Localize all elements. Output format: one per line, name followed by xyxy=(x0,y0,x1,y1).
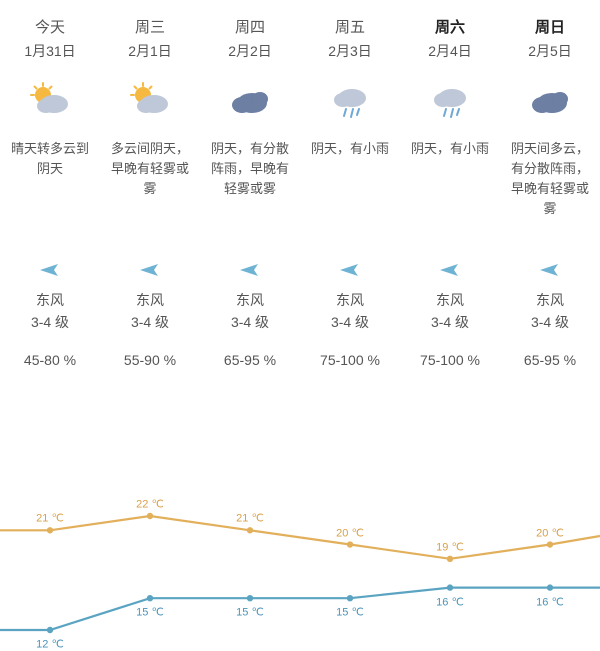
wind-level: 3-4 级 xyxy=(131,312,169,332)
wind-arrow-icon xyxy=(238,261,262,284)
wind-arrow-icon xyxy=(438,261,462,284)
wind-level: 3-4 级 xyxy=(531,312,569,332)
wind-level: 3-4 级 xyxy=(331,312,369,332)
weather-desc: 阴天间多云，有分散阵雨，早晚有轻雾或雾 xyxy=(504,139,596,251)
day-name: 今天 xyxy=(35,16,65,37)
day-name: 周六 xyxy=(435,16,465,37)
wind-level: 3-4 级 xyxy=(431,312,469,332)
weather-icon xyxy=(526,81,574,121)
wind-level: 3-4 级 xyxy=(231,312,269,332)
low-temp-label: 15 ℃ xyxy=(336,606,364,619)
weather-desc: 阴天，有小雨 xyxy=(308,139,392,251)
day-name: 周五 xyxy=(335,16,365,37)
weather-icon xyxy=(326,81,374,121)
humidity: 65-95 % xyxy=(524,352,576,368)
forecast-grid: 今天 1月31日 晴天转多云到阴天 东风 3-4 级 45-80 % 周三 2月… xyxy=(0,0,600,500)
high-temp-label: 21 ℃ xyxy=(36,512,64,525)
weather-desc: 晴天转多云到阴天 xyxy=(4,139,96,251)
weather-desc: 阴天，有小雨 xyxy=(408,139,492,251)
wind-level: 3-4 级 xyxy=(31,312,69,332)
humidity: 65-95 % xyxy=(224,352,276,368)
wind-arrow-icon xyxy=(338,261,362,284)
high-temp-label: 22 ℃ xyxy=(136,498,164,511)
day-date: 2月3日 xyxy=(328,41,372,61)
wind-direction: 东风 xyxy=(536,290,564,310)
high-temp-label: 20 ℃ xyxy=(536,526,564,539)
weather-icon xyxy=(426,81,474,121)
wind-direction: 东风 xyxy=(136,290,164,310)
wind-direction: 东风 xyxy=(236,290,264,310)
day-date: 2月2日 xyxy=(228,41,272,61)
day-column[interactable]: 今天 1月31日 晴天转多云到阴天 东风 3-4 级 45-80 % xyxy=(0,0,100,500)
weather-icon xyxy=(226,81,274,121)
weather-icon xyxy=(26,81,74,121)
wind-arrow-icon xyxy=(538,261,562,284)
wind-arrow-icon xyxy=(138,261,162,284)
high-temp-label: 19 ℃ xyxy=(436,540,464,553)
weather-desc: 多云间阴天，早晚有轻雾或雾 xyxy=(104,139,196,251)
day-column[interactable]: 周三 2月1日 多云间阴天，早晚有轻雾或雾 东风 3-4 级 55-90 % xyxy=(100,0,200,500)
day-date: 2月1日 xyxy=(128,41,172,61)
day-date: 2月5日 xyxy=(528,41,572,61)
temperature-chart: 21 ℃12 ℃22 ℃15 ℃21 ℃15 ℃20 ℃15 ℃19 ℃16 ℃… xyxy=(0,500,600,640)
wind-arrow-icon xyxy=(38,261,62,284)
day-name: 周日 xyxy=(535,16,565,37)
low-temp-label: 12 ℃ xyxy=(36,638,64,651)
humidity: 45-80 % xyxy=(24,352,76,368)
high-temp-label: 20 ℃ xyxy=(336,526,364,539)
humidity: 55-90 % xyxy=(124,352,176,368)
low-temp-label: 16 ℃ xyxy=(536,595,564,608)
low-temp-label: 15 ℃ xyxy=(236,606,264,619)
day-column[interactable]: 周日 2月5日 阴天间多云，有分散阵雨，早晚有轻雾或雾 东风 3-4 级 65-… xyxy=(500,0,600,500)
high-temp-label: 21 ℃ xyxy=(236,512,264,525)
weather-icon xyxy=(126,81,174,121)
low-temp-label: 15 ℃ xyxy=(136,606,164,619)
low-temp-label: 16 ℃ xyxy=(436,595,464,608)
day-name: 周四 xyxy=(235,16,265,37)
wind-direction: 东风 xyxy=(336,290,364,310)
day-date: 1月31日 xyxy=(24,41,75,61)
day-date: 2月4日 xyxy=(428,41,472,61)
humidity: 75-100 % xyxy=(420,352,480,368)
day-name: 周三 xyxy=(135,16,165,37)
wind-direction: 东风 xyxy=(436,290,464,310)
day-column[interactable]: 周四 2月2日 阴天，有分散阵雨，早晚有轻雾或雾 东风 3-4 级 65-95 … xyxy=(200,0,300,500)
wind-direction: 东风 xyxy=(36,290,64,310)
weather-desc: 阴天，有分散阵雨，早晚有轻雾或雾 xyxy=(204,139,296,251)
day-column[interactable]: 周五 2月3日 阴天，有小雨 东风 3-4 级 75-100 % xyxy=(300,0,400,500)
day-column[interactable]: 周六 2月4日 阴天，有小雨 东风 3-4 级 75-100 % xyxy=(400,0,500,500)
humidity: 75-100 % xyxy=(320,352,380,368)
